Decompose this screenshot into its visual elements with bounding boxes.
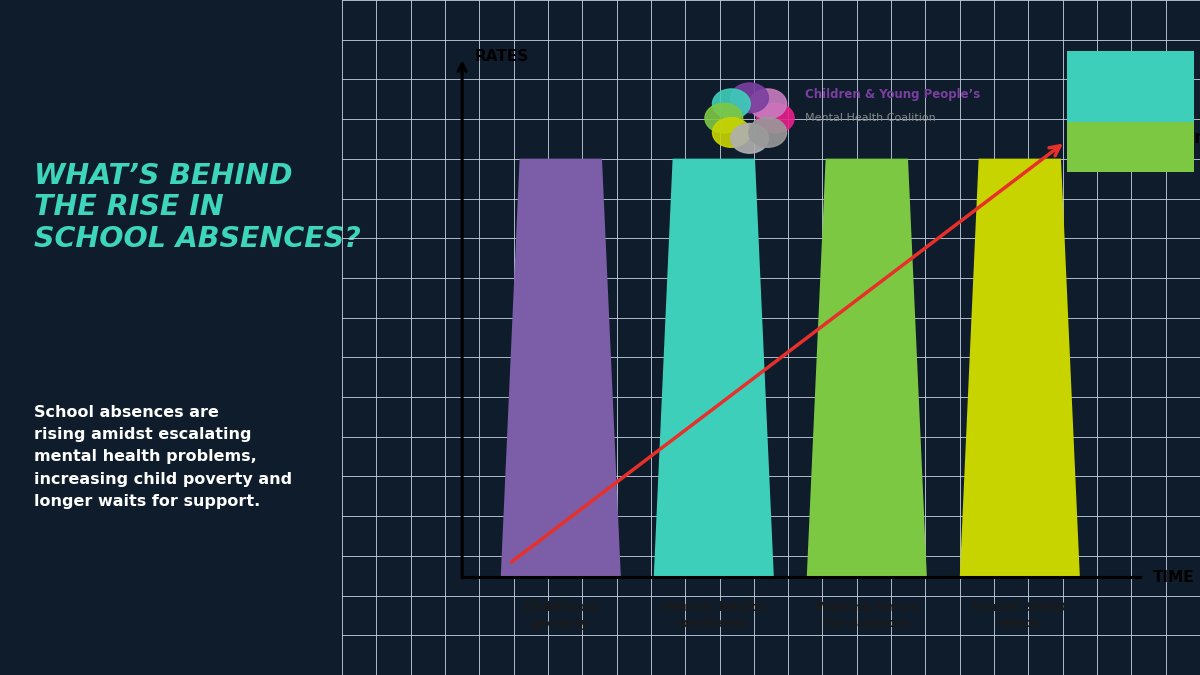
Circle shape	[713, 117, 750, 147]
Text: School absences are
rising amidst escalating
mental health problems,
increasing : School absences are rising amidst escala…	[34, 405, 293, 509]
Text: Children & Young People’s: Children & Young People’s	[805, 88, 980, 101]
Circle shape	[756, 103, 794, 133]
Polygon shape	[806, 159, 926, 577]
Circle shape	[749, 117, 787, 147]
Text: CENTRE FOR: CENTRE FOR	[1072, 69, 1135, 78]
Circle shape	[749, 89, 787, 119]
Text: Mental health
problems: Mental health problems	[662, 601, 766, 630]
FancyBboxPatch shape	[1067, 122, 1194, 172]
Circle shape	[713, 89, 750, 119]
Text: CENTREᴠᴒFᴍ: CENTREᴠᴒFᴍ	[1073, 64, 1139, 73]
Text: HEALTH: HEALTH	[1072, 140, 1132, 154]
Text: Unmet SEND
needs: Unmet SEND needs	[972, 601, 1067, 630]
FancyBboxPatch shape	[1067, 51, 1194, 122]
Text: RATES: RATES	[475, 49, 529, 64]
Text: Childhood
poverty: Childhood poverty	[523, 601, 599, 630]
Text: MENTAL: MENTAL	[1072, 97, 1134, 111]
Polygon shape	[500, 159, 620, 577]
Text: WHAT’S BEHIND
THE RISE IN
SCHOOL ABSENCES?: WHAT’S BEHIND THE RISE IN SCHOOL ABSENCE…	[34, 162, 361, 252]
Polygon shape	[960, 159, 1080, 577]
Circle shape	[704, 103, 743, 133]
Polygon shape	[654, 159, 774, 577]
Text: Waiting times
for support: Waiting times for support	[815, 601, 919, 630]
Text: School absences: School absences	[1082, 130, 1200, 147]
Circle shape	[731, 83, 768, 113]
Text: Mental Health Coalition: Mental Health Coalition	[805, 113, 936, 123]
Circle shape	[731, 124, 768, 153]
Text: TIME: TIME	[1153, 570, 1194, 585]
